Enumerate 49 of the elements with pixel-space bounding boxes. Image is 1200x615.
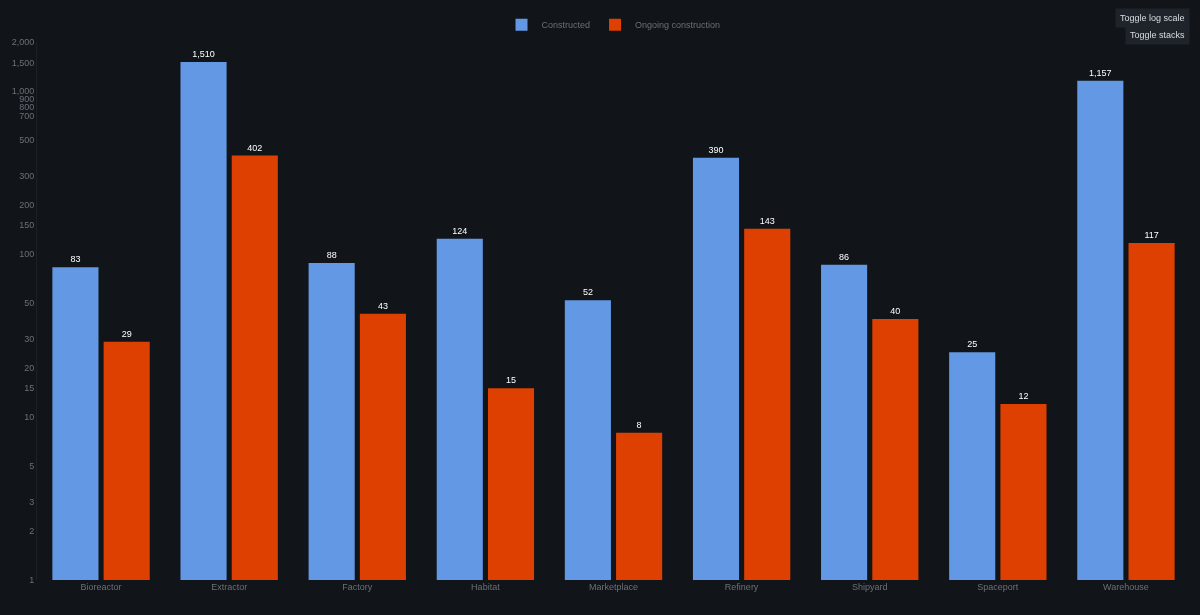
y-tick-label: 1 xyxy=(29,575,35,586)
data-label: 52 xyxy=(582,287,593,298)
y-tick-label: 50 xyxy=(24,298,35,309)
x-tick-label: Habitat xyxy=(471,582,501,592)
y-tick-label: 100 xyxy=(19,249,35,260)
legend-label: Ongoing construction xyxy=(635,20,721,31)
x-tick-label: Shipyard xyxy=(851,582,888,592)
y-tick-label: 15 xyxy=(24,383,35,394)
data-label: 402 xyxy=(247,142,263,153)
data-label: 88 xyxy=(326,250,337,261)
y-tick-label: 200 xyxy=(19,200,35,211)
y-tick-label: 20 xyxy=(24,363,35,374)
data-label: 83 xyxy=(70,254,81,265)
y-tick-label: 700 xyxy=(19,111,35,122)
y-tick-label: 800 xyxy=(19,102,35,113)
data-label: 29 xyxy=(121,328,132,339)
y-tick-label: 3 xyxy=(29,497,35,508)
data-label: 143 xyxy=(759,215,775,226)
y-tick-label: 30 xyxy=(24,334,35,345)
y-tick-label: 2 xyxy=(29,526,35,537)
y-tick-label: 150 xyxy=(19,220,35,231)
x-tick-label: Refinery xyxy=(724,582,759,592)
data-label: 8 xyxy=(636,419,642,430)
y-tick-label: 1,500 xyxy=(11,57,35,68)
y-tick-label: 10 xyxy=(24,412,35,423)
x-tick-label: Extractor xyxy=(211,582,248,592)
data-label: 40 xyxy=(890,305,901,316)
data-label: 43 xyxy=(377,300,388,311)
data-label: 124 xyxy=(452,225,468,236)
data-label: 15 xyxy=(506,375,517,386)
text: Toggle stacks xyxy=(1130,30,1186,40)
x-tick-label: Spaceport xyxy=(977,582,1019,592)
legend-label: Constructed xyxy=(541,20,591,31)
data-label: 1,157 xyxy=(1089,67,1112,78)
y-tick-label: 300 xyxy=(19,171,35,182)
x-tick-label: Marketplace xyxy=(588,582,639,592)
text: Toggle log scale xyxy=(1120,13,1185,23)
x-tick-label: Factory xyxy=(342,582,373,592)
x-tick-label: Warehouse xyxy=(1103,582,1149,592)
y-tick-label: 5 xyxy=(29,461,35,472)
x-tick-label: Bioreactor xyxy=(80,582,122,592)
data-label: 12 xyxy=(1018,391,1029,402)
data-label: 117 xyxy=(1144,229,1159,240)
data-label: 86 xyxy=(839,251,850,262)
y-tick-label: 500 xyxy=(19,135,35,146)
data-label: 390 xyxy=(708,144,724,155)
data-label: 25 xyxy=(967,339,978,350)
y-tick-label: 2,000 xyxy=(11,37,35,48)
data-label: 1,510 xyxy=(192,48,215,59)
